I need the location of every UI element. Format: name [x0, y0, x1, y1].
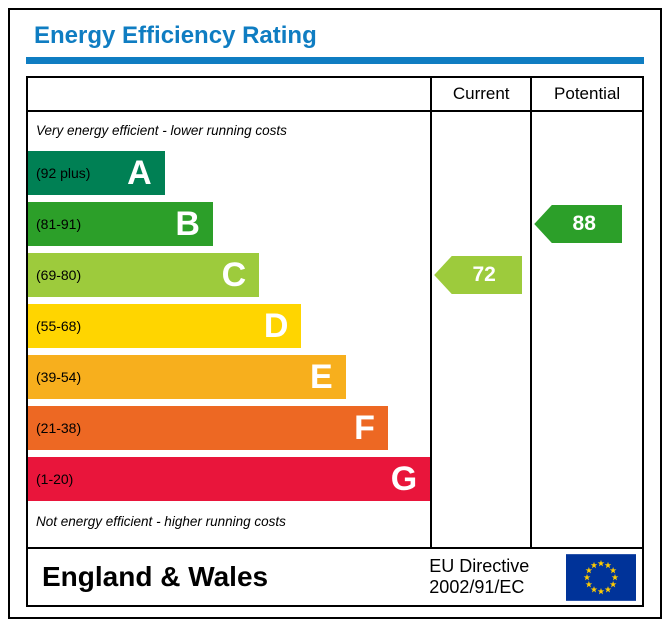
potential-slot-g [532, 457, 642, 501]
title-underline [26, 57, 644, 64]
band-f: (21-38) F [28, 406, 388, 450]
potential-slot-d [532, 304, 642, 348]
page-title: Energy Efficiency Rating [34, 22, 317, 49]
band-row: (81-91) B [28, 202, 430, 246]
band-row: (21-38) F [28, 406, 430, 450]
current-slot-e [432, 355, 530, 399]
band-d: (55-68) D [28, 304, 302, 348]
header-scale-cell [28, 78, 430, 110]
table-body: Very energy efficient - lower running co… [28, 112, 642, 547]
bottom-caption: Not energy efficient - higher running co… [36, 513, 286, 529]
band-c-letter: C [221, 256, 247, 294]
current-rating-pointer: 72 [434, 256, 523, 294]
potential-slot-f [532, 406, 642, 450]
band-row: (55-68) D [28, 304, 430, 348]
current-slot-b [432, 202, 530, 246]
band-row: (39-54) E [28, 355, 430, 399]
potential-rating-pointer: 88 [534, 205, 623, 243]
current-column: 72 [430, 112, 530, 547]
eu-directive-line1: EU Directive [429, 556, 530, 577]
caption-spacer [432, 508, 530, 534]
current-slot-f [432, 406, 530, 450]
current-rating-value: 72 [472, 263, 496, 286]
eu-directive-label: EU Directive 2002/91/EC [429, 556, 529, 597]
band-c: (69-80) C [28, 253, 260, 297]
current-slot-a [432, 151, 530, 195]
caption-spacer [532, 117, 642, 143]
eu-flag-icon [566, 553, 636, 601]
caption-spacer [532, 508, 642, 534]
band-b-letter: B [175, 205, 200, 243]
band-g: (1-20) G [28, 457, 431, 501]
chart-card: Energy Efficiency Rating Current Potenti… [8, 8, 662, 619]
potential-slot-c [532, 253, 642, 297]
table-footer: England & Wales EU Directive 2002/91/EC [28, 547, 642, 605]
header-potential: Potential [530, 78, 642, 110]
top-caption: Very energy efficient - lower running co… [36, 122, 287, 138]
rating-table: Current Potential Very energy efficient … [26, 76, 644, 607]
region-label: England & Wales [42, 561, 269, 592]
potential-rating-value: 88 [572, 212, 596, 235]
table-header: Current Potential [28, 78, 642, 112]
rating-scale: Very energy efficient - lower running co… [28, 112, 431, 547]
band-e: (39-54) E [28, 355, 346, 399]
band-b: (81-91) B [28, 202, 213, 246]
caption-spacer [432, 117, 530, 143]
band-row: (92 plus) A [28, 151, 430, 195]
band-row: (1-20) G [28, 457, 431, 501]
band-f-range: (21-38) [36, 420, 82, 436]
current-slot-d [432, 304, 530, 348]
band-d-range: (55-68) [36, 318, 82, 334]
band-f-letter: F [354, 409, 375, 447]
band-c-range: (69-80) [36, 267, 82, 283]
band-b-range: (81-91) [36, 216, 82, 232]
band-row: (69-80) C [28, 253, 430, 297]
potential-slot-a [532, 151, 642, 195]
current-slot-c: 72 [432, 253, 530, 297]
header-current: Current [430, 78, 530, 110]
band-e-range: (39-54) [36, 369, 82, 385]
band-e-letter: E [310, 358, 333, 396]
band-a-letter: A [127, 154, 152, 192]
potential-slot-b: 88 [532, 202, 642, 246]
band-a-range: (92 plus) [36, 165, 91, 181]
band-d-letter: D [263, 307, 289, 345]
band-a: (92 plus) A [28, 151, 165, 195]
footer-right: EU Directive 2002/91/EC [429, 553, 636, 601]
eu-directive-line2: 2002/91/EC [429, 577, 525, 597]
potential-slot-e [532, 355, 642, 399]
potential-column: 88 [530, 112, 642, 547]
band-g-range: (1-20) [36, 471, 74, 487]
current-slot-g [432, 457, 530, 501]
band-g-letter: G [390, 460, 418, 498]
